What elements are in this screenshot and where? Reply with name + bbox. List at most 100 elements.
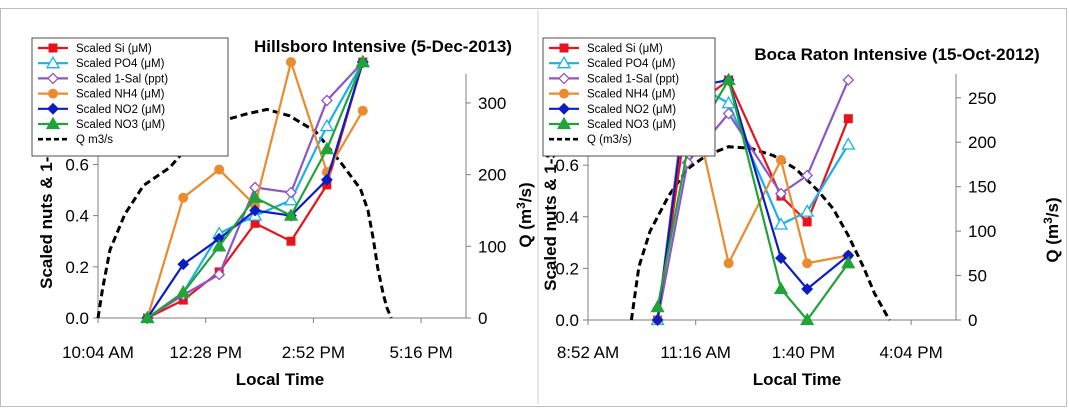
y2-tick-label: 100 (478, 237, 506, 256)
data-point (283, 208, 299, 221)
legend-label: Scaled 1-Sal (ppt) (587, 73, 679, 85)
y2-axis-label: Q (m3/s) (514, 182, 535, 247)
y-tick-label: 0.0 (555, 311, 579, 330)
data-point (723, 258, 734, 269)
legend-entry-scaled-po4-m: Scaled PO4 (μM) (549, 55, 676, 70)
legend-label: Scaled NH4 (μM) (587, 89, 676, 101)
data-point (357, 105, 368, 116)
data-point (319, 118, 334, 132)
legend-label: Scaled Si (μM) (76, 43, 152, 55)
x-tick-label: 4:04 PM (879, 343, 942, 362)
data-point (213, 268, 226, 281)
x-tick-label: 12:28 PM (169, 343, 242, 362)
y-axis-label: Scaled nuts & 1-Sal (37, 131, 56, 289)
series-line (656, 77, 850, 322)
y2-tick-label: 0 (968, 311, 977, 330)
legend-marker (556, 116, 572, 130)
data-point (843, 114, 853, 124)
data-point (775, 155, 786, 165)
legend: Scaled Si (μM) Scaled PO4 (μM) Scaled 1-Sa… (31, 37, 229, 157)
legend-marker (559, 88, 569, 99)
y2-tick-label: 150 (968, 178, 996, 197)
legend-entry-scaled-nh4-m: Scaled NH4 (μM) (549, 88, 676, 101)
y2-axis-label: Q (m3/s) (1041, 197, 1062, 262)
data-point (355, 54, 370, 68)
data-point (320, 94, 333, 107)
legend-label: Scaled NH4 (μM) (76, 89, 165, 101)
legend-marker (558, 102, 570, 115)
legend-entry-q-m3-s: Q (m3/s) (549, 134, 632, 146)
legend-marker (47, 102, 59, 115)
y-tick-label: 0.6 (65, 155, 89, 174)
panel-hillsboro: 0.0 0.2 0.4 0.6 0 100 200 300 10:04 AM 12:28 PM 2:… (31, 37, 535, 389)
tick-labels: 0.0 0.2 0.4 0.6 0 100 200 300 10:04 AM 12:28 PM 2:… (62, 94, 506, 362)
y2-tick-label: 0 (478, 309, 487, 328)
legend-entry-scaled-si-m: Scaled Si (μM) (549, 43, 663, 55)
series-line (656, 79, 850, 321)
legend-box (542, 37, 716, 157)
chart-title: Boca Raton Intensive (15-Oct-2012) (754, 45, 1039, 64)
legend-label: Scaled Si (μM) (587, 43, 663, 55)
data-point (249, 204, 261, 217)
legend-marker (45, 55, 61, 69)
data-point (841, 137, 856, 150)
legend-entry-scaled-no3-m: Scaled NO3 (μM) (549, 116, 676, 131)
data-point (212, 239, 227, 252)
legend-label: Scaled NO2 (μM) (76, 104, 165, 116)
data-point (286, 236, 296, 246)
legend-entry-scaled-si-m: Scaled Si (μM) (38, 43, 152, 55)
data-point (177, 258, 190, 271)
data-point (650, 299, 665, 313)
data-point (651, 314, 664, 326)
legend-label: Q m3/s (76, 134, 113, 146)
legend-entry-q-m3-s: Q m3/s (38, 134, 113, 146)
y-tick-label: 0.2 (555, 259, 579, 278)
legend-label: Scaled PO4 (μM) (76, 58, 165, 70)
legend-entry-scaled-no2-m: Scaled NO2 (μM) (549, 102, 676, 116)
legend-marker (559, 43, 569, 53)
y2-tick-label: 100 (968, 222, 996, 241)
legend-marker (48, 88, 58, 99)
data-point (802, 258, 813, 269)
legend-marker (45, 116, 61, 130)
data-point (801, 169, 814, 182)
legend-marker (558, 72, 570, 85)
legend-label: Scaled PO4 (μM) (587, 58, 676, 70)
data-point (247, 190, 263, 203)
y-tick-label: 0.4 (555, 208, 579, 227)
y2-tick-label: 300 (478, 94, 506, 113)
legend-label: Q (m3/s) (587, 134, 632, 146)
x-axis-label: Local Time (236, 370, 325, 389)
data-point (319, 141, 334, 155)
legend-entry-scaled-1-sal-ppt: Scaled 1-Sal (ppt) (549, 72, 679, 85)
x-tick-label: 2:52 PM (282, 343, 345, 362)
legend-entry-scaled-no3-m: Scaled NO3 (μM) (38, 116, 165, 131)
legend: Scaled Si (μM) Scaled PO4 (μM) Scaled 1-Sa… (542, 37, 716, 157)
data-point (842, 74, 855, 86)
y2-tick-label: 250 (968, 89, 996, 108)
data-point (283, 192, 299, 206)
chart-title: Hillsboro Intensive (5-Dec-2013) (254, 37, 512, 56)
x-axis-label: Local Time (753, 370, 842, 389)
y-tick-label: 0.4 (65, 207, 89, 226)
legend-marker (48, 43, 58, 53)
y2-tick-label: 200 (968, 133, 996, 152)
data-point (214, 164, 225, 175)
data-point (801, 283, 814, 295)
y2-tick-label: 50 (968, 267, 987, 286)
series-layer (140, 54, 370, 324)
x-tick-label: 10:04 AM (62, 343, 134, 362)
legend-entry-scaled-po4-m: Scaled PO4 (μM) (38, 55, 165, 70)
legend-label: Scaled NO3 (μM) (76, 119, 165, 131)
data-point (775, 187, 787, 200)
data-point (721, 72, 736, 86)
x-tick-label: 5:16 PM (389, 343, 452, 362)
data-point (285, 186, 297, 199)
y-tick-label: 0.6 (555, 156, 579, 175)
data-point (800, 312, 815, 326)
data-point (140, 310, 155, 324)
data-point (841, 255, 856, 269)
legend-box (31, 37, 229, 157)
